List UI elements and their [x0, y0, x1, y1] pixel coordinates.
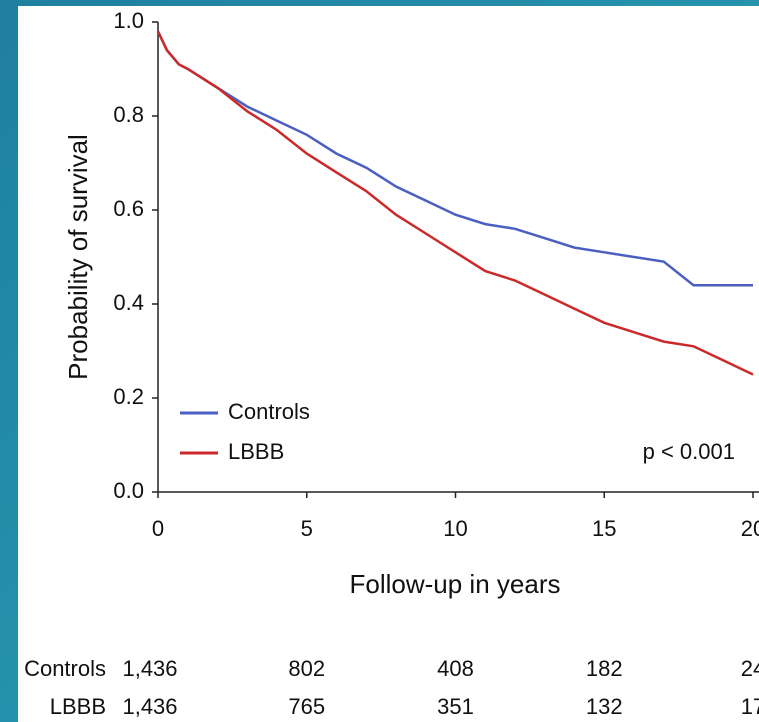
risk-count: 1,436	[122, 656, 177, 681]
risk-row-label: Controls	[24, 656, 106, 681]
x-tick-label: 0	[152, 516, 164, 541]
risk-count: 765	[288, 694, 325, 719]
risk-count: 17	[741, 694, 759, 719]
risk-row-label: LBBB	[50, 694, 106, 719]
y-tick-label: 1.0	[113, 8, 144, 33]
survival-line	[156, 30, 754, 376]
y-tick-label: 0.4	[113, 290, 144, 315]
y-tick-label: 0.8	[113, 102, 144, 127]
risk-count: 132	[586, 694, 623, 719]
x-tick-label: 10	[443, 516, 467, 541]
panel	[18, 6, 759, 722]
legend-label: Controls	[228, 399, 310, 424]
y-tick-label: 0.6	[113, 196, 144, 221]
y-axis-label: Probability of survival	[63, 134, 93, 380]
x-axis-label: Follow-up in years	[350, 569, 561, 599]
risk-count: 182	[586, 656, 623, 681]
risk-count: 802	[288, 656, 325, 681]
risk-count: 408	[437, 656, 474, 681]
x-tick-label: 5	[301, 516, 313, 541]
risk-count: 351	[437, 694, 474, 719]
y-tick-label: 0.2	[113, 384, 144, 409]
risk-count: 1,436	[122, 694, 177, 719]
annotation: p < 0.001	[643, 439, 735, 464]
legend-label: LBBB	[228, 439, 284, 464]
risk-count: 24	[741, 656, 759, 681]
y-tick-label: 0.0	[113, 478, 144, 503]
x-tick-label: 15	[592, 516, 616, 541]
x-tick-label: 20	[741, 516, 759, 541]
